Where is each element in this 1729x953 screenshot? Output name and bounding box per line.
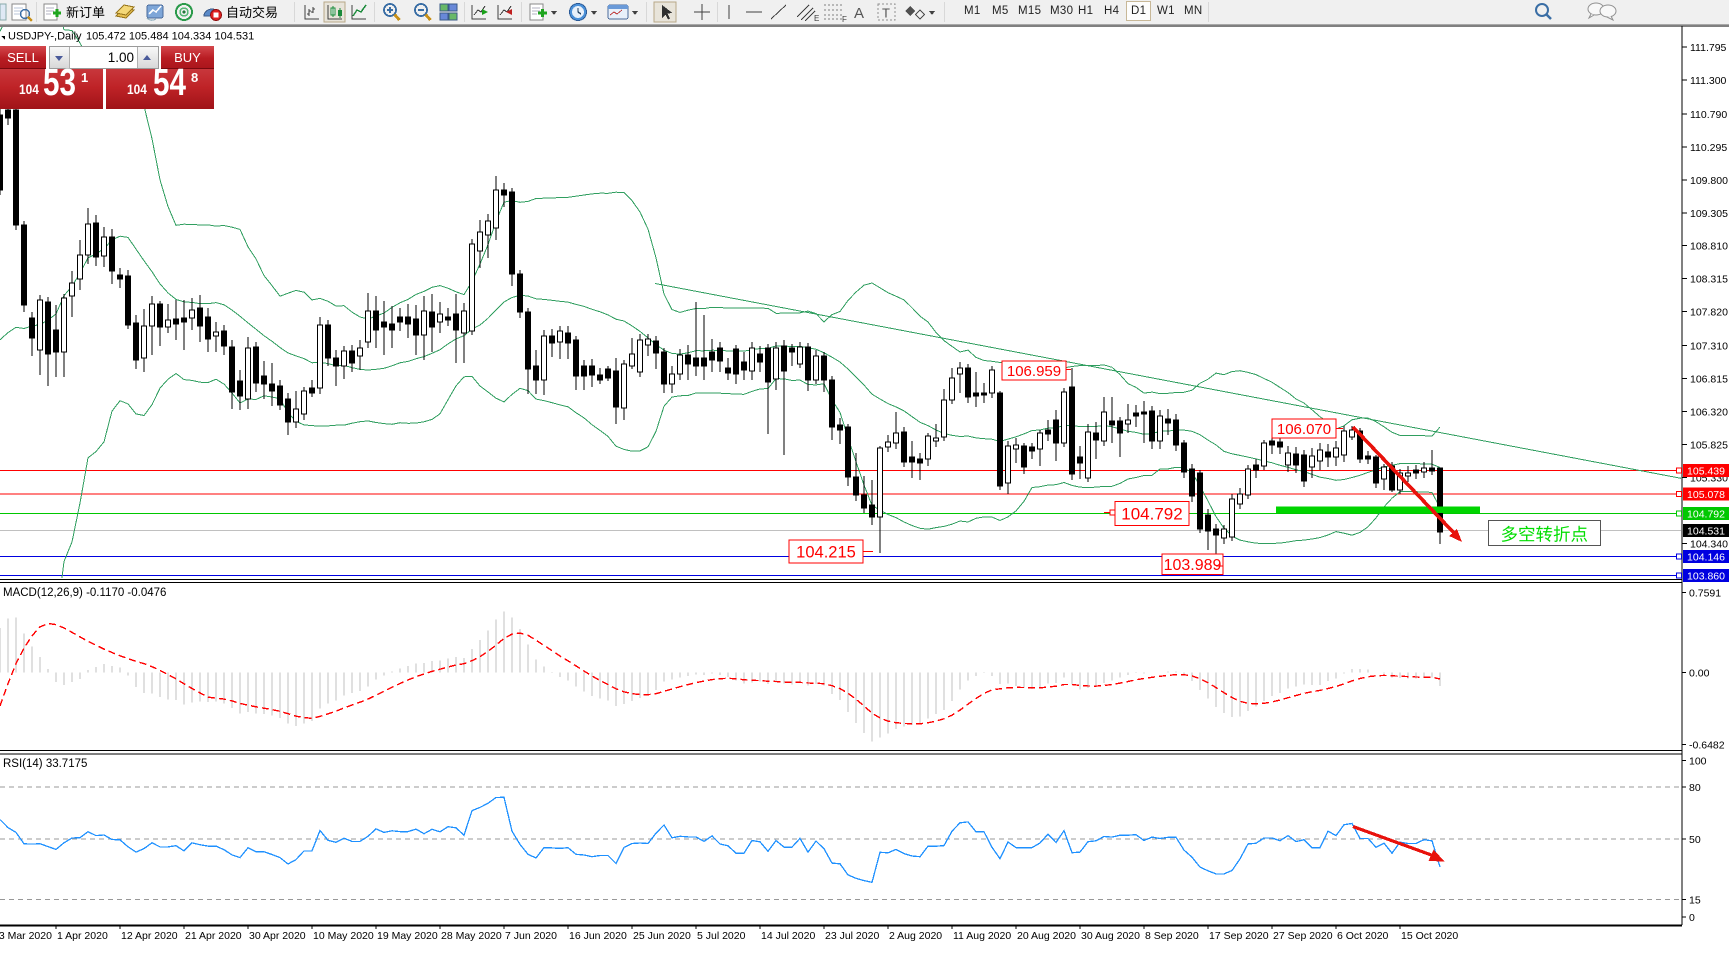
svg-text:T: T [882, 6, 890, 21]
svg-text:17 Sep 2020: 17 Sep 2020 [1209, 930, 1269, 942]
svg-text:107.820: 107.820 [1690, 307, 1728, 319]
svg-text:80: 80 [1689, 782, 1701, 794]
svg-text:23 Mar 2020: 23 Mar 2020 [0, 930, 52, 942]
svg-text:110.295: 110.295 [1690, 142, 1727, 154]
svg-text:0: 0 [1689, 912, 1695, 924]
svg-text:25 Jun 2020: 25 Jun 2020 [633, 930, 691, 942]
svg-text:104.531: 104.531 [1687, 525, 1725, 537]
svg-text:MACD(12,26,9) -0.1170 -0.0476: MACD(12,26,9) -0.1170 -0.0476 [3, 587, 166, 599]
svg-text:20 Aug 2020: 20 Aug 2020 [1017, 930, 1076, 942]
svg-text:5 Jul 2020: 5 Jul 2020 [697, 930, 746, 942]
svg-text:30 Aug 2020: 30 Aug 2020 [1081, 930, 1140, 942]
svg-text:108.810: 108.810 [1690, 241, 1728, 253]
svg-text:RSI(14) 33.7175: RSI(14) 33.7175 [3, 758, 87, 770]
svg-text:106.959: 106.959 [1007, 363, 1061, 380]
svg-text:12 Apr 2020: 12 Apr 2020 [121, 930, 178, 942]
svg-text:109.800: 109.800 [1690, 175, 1728, 187]
svg-text:110.790: 110.790 [1690, 109, 1727, 121]
svg-text:109.305: 109.305 [1690, 208, 1728, 220]
svg-text:106.070: 106.070 [1277, 421, 1331, 438]
svg-text:103.989: 103.989 [1164, 557, 1222, 574]
svg-text:105.825: 105.825 [1690, 439, 1728, 451]
svg-text:21 Apr 2020: 21 Apr 2020 [185, 930, 242, 942]
svg-text:2 Aug 2020: 2 Aug 2020 [889, 930, 942, 942]
svg-text:108.315: 108.315 [1690, 274, 1728, 286]
svg-text:104.215: 104.215 [796, 543, 856, 561]
svg-text:19 May 2020: 19 May 2020 [377, 930, 438, 942]
svg-text:106.320: 106.320 [1690, 406, 1728, 418]
svg-text:16 Jun 2020: 16 Jun 2020 [569, 930, 627, 942]
svg-text:27 Sep 2020: 27 Sep 2020 [1273, 930, 1333, 942]
svg-text:15: 15 [1689, 895, 1701, 907]
svg-text:6 Oct 2020: 6 Oct 2020 [1337, 930, 1389, 942]
svg-text:E: E [814, 14, 819, 23]
svg-text:7 Jun 2020: 7 Jun 2020 [505, 930, 557, 942]
svg-text:F: F [842, 15, 847, 24]
svg-text:28 May 2020: 28 May 2020 [441, 930, 502, 942]
svg-text:104.792: 104.792 [1121, 505, 1182, 524]
svg-text:50: 50 [1689, 834, 1701, 846]
svg-text:A: A [854, 5, 864, 22]
svg-text:10 May 2020: 10 May 2020 [313, 930, 374, 942]
svg-text:USDJPY-,Daily: USDJPY-,Daily [8, 31, 82, 43]
svg-text:104.792: 104.792 [1687, 508, 1725, 520]
svg-text:11 Aug 2020: 11 Aug 2020 [953, 930, 1011, 942]
svg-text:100: 100 [1689, 756, 1707, 768]
svg-text:105.078: 105.078 [1687, 489, 1725, 501]
svg-text:0.7591: 0.7591 [1689, 588, 1721, 600]
svg-text:1 Apr 2020: 1 Apr 2020 [57, 930, 108, 942]
svg-text:104.146: 104.146 [1687, 551, 1725, 563]
svg-text:8 Sep 2020: 8 Sep 2020 [1145, 930, 1199, 942]
svg-text:23 Jul 2020: 23 Jul 2020 [825, 930, 879, 942]
svg-text:15 Oct 2020: 15 Oct 2020 [1401, 930, 1458, 942]
svg-text:105.439: 105.439 [1687, 465, 1725, 477]
svg-text:30 Apr 2020: 30 Apr 2020 [249, 930, 306, 942]
svg-text:103.860: 103.860 [1687, 570, 1725, 582]
svg-text:107.310: 107.310 [1690, 341, 1728, 353]
svg-text:106.815: 106.815 [1690, 374, 1728, 386]
svg-text:14 Jul 2020: 14 Jul 2020 [761, 930, 815, 942]
svg-text:0.00: 0.00 [1689, 668, 1710, 680]
svg-text:105.472 105.484 104.334 104.53: 105.472 105.484 104.334 104.531 [86, 31, 254, 43]
svg-text:-0.6482: -0.6482 [1689, 740, 1725, 752]
svg-text:111.300: 111.300 [1690, 75, 1727, 87]
svg-text:104.340: 104.340 [1690, 538, 1728, 550]
svg-text:111.795: 111.795 [1690, 42, 1727, 54]
